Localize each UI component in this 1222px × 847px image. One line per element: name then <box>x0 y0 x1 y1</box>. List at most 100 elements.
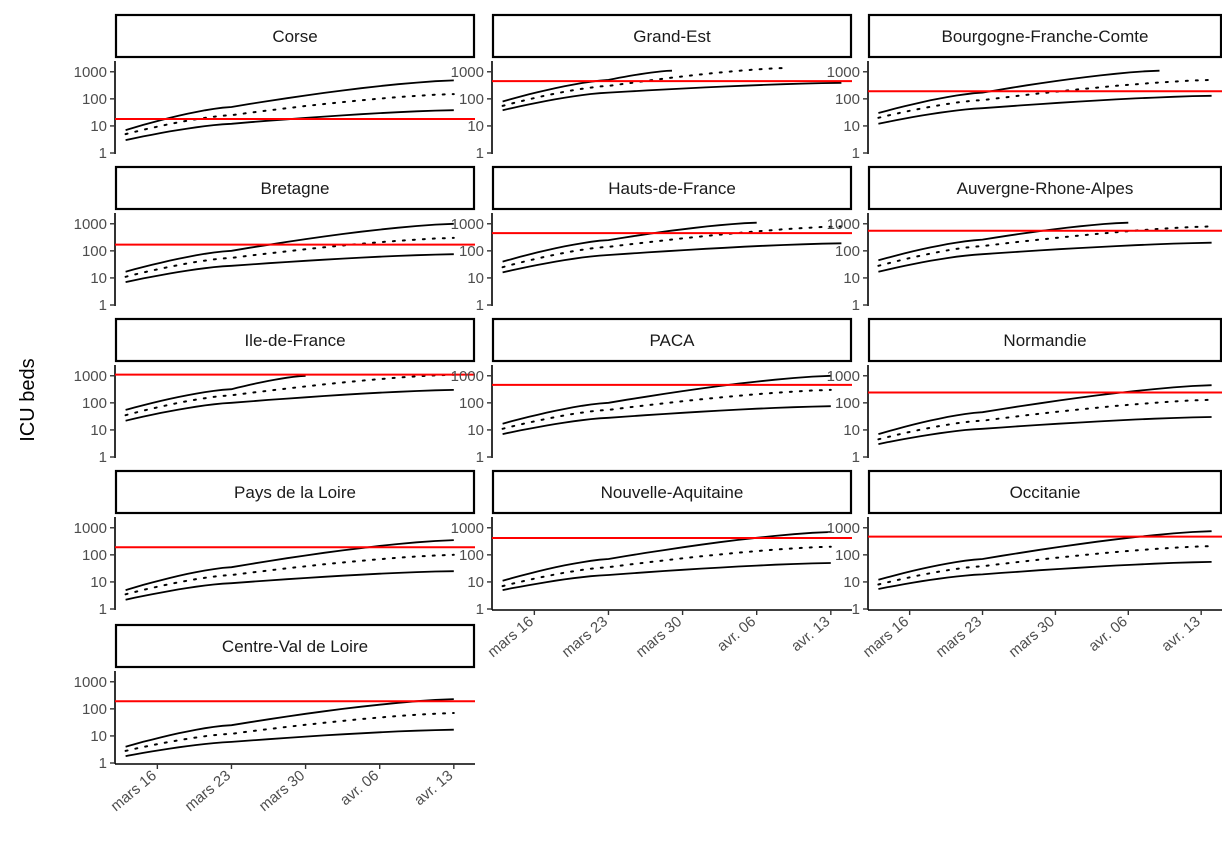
y-tick-label: 10 <box>467 118 484 135</box>
strip-label: Corse <box>272 27 317 46</box>
x-tick-label: mars 16 <box>860 613 912 661</box>
panel-nouvelle-aquitaine: Nouvelle-Aquitaine 1 10 100 1000 mars 16 mars … <box>451 469 853 661</box>
strip-label: Centre-Val de Loire <box>222 637 368 656</box>
x-tick-label: mars 23 <box>182 767 234 815</box>
strip-box <box>114 165 476 211</box>
y-tick-label: 1000 <box>451 64 484 81</box>
x-tick-label: mars 23 <box>559 613 611 661</box>
strip-label: Pays de la Loire <box>234 483 356 502</box>
y-tick-label: 100 <box>835 547 860 564</box>
median-curve <box>124 93 455 136</box>
x-tick-label: mars 16 <box>484 613 536 661</box>
y-tick-label: 1000 <box>827 520 860 537</box>
upper-curve <box>502 221 757 263</box>
x-tick-label: avr. 13 <box>1158 613 1203 655</box>
lower-curve <box>878 416 1212 445</box>
y-tick-label: 1 <box>852 449 860 466</box>
strip-label: Normandie <box>1003 331 1086 350</box>
panel-normandie: Normandie 1 10 100 1000 <box>827 317 1222 466</box>
upper-curve <box>878 221 1129 262</box>
lower-curve <box>878 561 1212 590</box>
strip-box <box>491 469 853 515</box>
y-tick-label: 10 <box>843 574 860 591</box>
strip-label: Bourgogne-Franche-Comte <box>942 27 1149 46</box>
x-tick-label: avr. 06 <box>714 613 759 655</box>
panel-curves <box>501 531 832 591</box>
strip-box <box>491 165 853 211</box>
lower-curve <box>125 728 454 757</box>
strip-box <box>867 469 1222 515</box>
upper-curve <box>502 531 831 582</box>
upper-curve <box>502 374 831 425</box>
panel-curves <box>124 373 455 422</box>
strip-label: Hauts-de-France <box>608 179 736 198</box>
lower-curve <box>502 562 831 591</box>
y-tick-label: 1 <box>476 601 484 618</box>
median-curve <box>501 545 832 588</box>
lower-curve <box>125 109 454 141</box>
strip-box <box>867 165 1222 211</box>
median-curve <box>124 373 455 417</box>
y-tick-label: 1 <box>852 297 860 314</box>
x-tick-label: mars 30 <box>1006 613 1058 661</box>
panel-curves <box>877 69 1213 125</box>
strip-label: Ile-de-France <box>244 331 345 350</box>
y-tick-label: 1000 <box>74 368 107 385</box>
panel-auvergne-rhone-alpes: Auvergne-Rhone-Alpes 1 10 100 1000 <box>827 165 1222 314</box>
upper-curve <box>125 222 454 273</box>
y-tick-label: 10 <box>90 118 107 135</box>
y-tick-label: 1000 <box>74 64 107 81</box>
median-curve <box>877 398 1213 441</box>
y-tick-label: 1000 <box>74 216 107 233</box>
panel-curves <box>501 221 843 274</box>
y-tick-label: 100 <box>835 91 860 108</box>
lower-curve <box>502 405 831 435</box>
median-curve <box>124 553 455 596</box>
panel-curves <box>501 374 832 435</box>
strip-box <box>867 13 1222 59</box>
strip-label: Occitanie <box>1010 483 1081 502</box>
panel-curves <box>501 66 842 112</box>
y-tick-label: 1 <box>99 601 107 618</box>
y-tick-label: 100 <box>835 395 860 412</box>
y-tick-label: 1000 <box>451 368 484 385</box>
panel-pays-de-la-loire: Pays de la Loire 1 10 100 1000 <box>74 469 476 618</box>
y-tick-label: 100 <box>459 243 484 260</box>
y-tick-label: 10 <box>467 270 484 287</box>
y-tick-label: 1000 <box>827 64 860 81</box>
lower-curve <box>125 570 454 601</box>
panel-bretagne: Bretagne 1 10 100 1000 <box>74 165 476 314</box>
upper-curve <box>878 530 1212 581</box>
y-tick-label: 1000 <box>74 674 107 691</box>
y-tick-label: 100 <box>82 701 107 718</box>
lower-curve <box>502 242 842 274</box>
strip-box <box>114 623 476 669</box>
y-tick-label: 1 <box>99 297 107 314</box>
y-tick-label: 10 <box>843 118 860 135</box>
y-tick-label: 1 <box>852 145 860 162</box>
y-tick-label: 1000 <box>827 368 860 385</box>
y-tick-label: 100 <box>459 395 484 412</box>
y-tick-label: 100 <box>82 243 107 260</box>
y-tick-label: 1000 <box>74 520 107 537</box>
strip-box <box>867 317 1222 363</box>
lower-curve <box>878 94 1212 125</box>
y-tick-label: 10 <box>467 574 484 591</box>
median-curve <box>877 545 1213 586</box>
panel-occitanie: Occitanie 1 10 100 1000 mars 16 mars 23 mars 30… <box>827 469 1222 661</box>
panel-curves <box>124 539 455 601</box>
upper-curve <box>878 69 1160 114</box>
y-tick-label: 1 <box>99 755 107 772</box>
panel-grand-est: Grand-Est 1 10 100 1000 <box>451 13 853 162</box>
strip-label: Grand-Est <box>633 27 711 46</box>
lower-curve <box>878 241 1212 273</box>
y-tick-label: 1000 <box>451 216 484 233</box>
upper-curve <box>878 384 1212 435</box>
y-tick-label: 10 <box>843 270 860 287</box>
panel-curves <box>124 222 455 283</box>
panel-bourgogne-franche-comte: Bourgogne-Franche-Comte 1 10 100 1000 <box>827 13 1222 162</box>
y-tick-label: 10 <box>843 422 860 439</box>
strip-box <box>491 317 853 363</box>
panel-curves <box>124 79 455 141</box>
x-tick-label: avr. 13 <box>411 767 456 809</box>
